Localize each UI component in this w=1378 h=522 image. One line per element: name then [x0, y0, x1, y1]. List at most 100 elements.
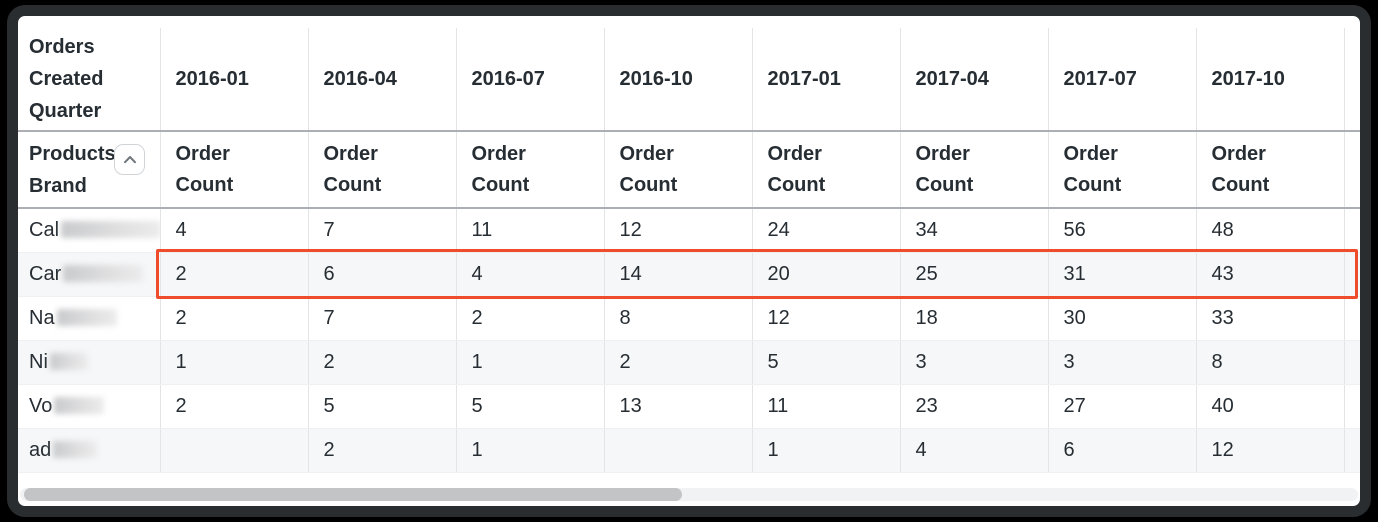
row-label-cell[interactable]: ad	[18, 428, 160, 473]
value-cell[interactable]: 7	[307, 296, 456, 341]
value-cell[interactable]: 2	[159, 252, 308, 297]
value-cell[interactable]: 1	[159, 340, 308, 385]
value-cell[interactable]: 33	[1195, 296, 1344, 341]
row-label-cell[interactable]: Na	[18, 296, 160, 341]
measure-header-label: Order Count	[1211, 142, 1270, 196]
value-cell[interactable]: 31	[1047, 252, 1196, 297]
value-cell[interactable]: 8	[603, 296, 752, 341]
sort-button[interactable]	[114, 144, 145, 175]
horizontal-scrollbar[interactable]	[20, 488, 1358, 501]
column-header-2016-01[interactable]: 2016-01	[159, 28, 308, 132]
value-cell[interactable]: 1	[751, 428, 900, 473]
measure-header[interactable]: Order Count	[159, 131, 308, 209]
measure-header-label: Order Count	[767, 142, 826, 196]
value-cell[interactable]: 2	[307, 428, 456, 473]
value-cell[interactable]: 2	[159, 296, 308, 341]
table-row: ad 2 1 1 4 6 12	[18, 428, 1360, 473]
chevron-up-icon	[123, 155, 137, 164]
value-cell[interactable]: 23	[899, 384, 1048, 429]
value-cell[interactable]: 5	[307, 384, 456, 429]
value-cell[interactable]: 6	[1047, 428, 1196, 473]
measure-header-label: Order Count	[915, 142, 974, 196]
measure-header-label: Order Count	[323, 142, 382, 196]
value-cell[interactable]: 4	[159, 208, 308, 253]
value-cell[interactable]: 1	[455, 340, 604, 385]
value-cell[interactable]: 5	[751, 340, 900, 385]
value-cell[interactable]: 2	[307, 340, 456, 385]
table-row: Ni 1 2 1 2 5 3 3 8	[18, 340, 1360, 385]
value-cell[interactable]: 27	[1047, 384, 1196, 429]
redacted-label-blur	[61, 220, 160, 238]
value-cell-cutoff	[1343, 252, 1360, 297]
measure-header[interactable]: Order Count	[1047, 131, 1196, 209]
value-cell[interactable]: 8	[1195, 340, 1344, 385]
redacted-label-blur	[63, 264, 144, 282]
column-header-2016-04[interactable]: 2016-04	[307, 28, 456, 132]
value-cell[interactable]: 7	[307, 208, 456, 253]
row-label-prefix: Na	[29, 306, 55, 329]
measure-header[interactable]: Order Count	[603, 131, 752, 209]
value-cell-cutoff	[1343, 208, 1360, 253]
row-label-prefix: ad	[29, 438, 52, 461]
measure-header-row: Products Brand Order Count Order Count Orde…	[18, 131, 1360, 209]
measure-header[interactable]: Order Count	[1195, 131, 1344, 209]
value-cell[interactable]: 34	[899, 208, 1048, 253]
row-label-cell[interactable]: Cal	[18, 208, 160, 253]
measure-header[interactable]: Order Count	[455, 131, 604, 209]
value-cell[interactable]: 40	[1195, 384, 1344, 429]
row-label-cell[interactable]: Car	[18, 252, 160, 297]
column-header-2016-07[interactable]: 2016-07	[455, 28, 604, 132]
screenshot-window: Orders Created Quarter 2016-01 2016-04 2016…	[7, 5, 1371, 517]
column-header-2017-10[interactable]: 2017-10	[1195, 28, 1344, 132]
value-cell[interactable]: 14	[603, 252, 752, 297]
value-cell-cutoff	[1343, 340, 1360, 385]
value-cell[interactable]: 11	[455, 208, 604, 253]
value-cell[interactable]: 3	[1047, 340, 1196, 385]
measure-header-label: Order Count	[619, 142, 678, 196]
value-cell[interactable]: 4	[455, 252, 604, 297]
row-dimension-header[interactable]: Orders Created Quarter	[18, 28, 160, 132]
column-header-2017-04[interactable]: 2017-04	[899, 28, 1048, 132]
table-row: Vo 2 5 5 13 11 23 27 40	[18, 384, 1360, 429]
value-cell[interactable]: 11	[751, 384, 900, 429]
measure-header[interactable]: Order Count	[899, 131, 1048, 209]
column-header-cutoff	[1343, 28, 1360, 132]
value-cell[interactable]: 12	[1195, 428, 1344, 473]
value-cell[interactable]: 2	[159, 384, 308, 429]
measure-header[interactable]: Order Count	[307, 131, 456, 209]
value-cell[interactable]	[159, 428, 308, 473]
value-cell[interactable]: 48	[1195, 208, 1344, 253]
column-dimension-header[interactable]: Products Brand	[18, 131, 160, 209]
measure-header-label: Order Count	[1063, 142, 1122, 196]
value-cell[interactable]: 1	[455, 428, 604, 473]
value-cell[interactable]: 2	[603, 340, 752, 385]
value-cell[interactable]: 24	[751, 208, 900, 253]
scrollbar-thumb[interactable]	[24, 488, 682, 501]
row-dimension-label: Orders Created Quarter	[29, 36, 104, 122]
value-cell[interactable]: 12	[751, 296, 900, 341]
redacted-label-blur	[53, 440, 98, 458]
value-cell[interactable]: 5	[455, 384, 604, 429]
value-cell-cutoff	[1343, 384, 1360, 429]
value-cell[interactable]: 4	[899, 428, 1048, 473]
value-cell[interactable]: 18	[899, 296, 1048, 341]
value-cell[interactable]: 13	[603, 384, 752, 429]
column-header-2017-07[interactable]: 2017-07	[1047, 28, 1196, 132]
measure-header[interactable]: Order Count	[751, 131, 900, 209]
measure-header-label: Order Count	[471, 142, 530, 196]
value-cell[interactable]: 20	[751, 252, 900, 297]
row-label-cell[interactable]: Vo	[18, 384, 160, 429]
value-cell[interactable]: 6	[307, 252, 456, 297]
column-header-2017-01[interactable]: 2017-01	[751, 28, 900, 132]
value-cell[interactable]: 25	[899, 252, 1048, 297]
row-label-prefix: Vo	[29, 394, 53, 417]
value-cell[interactable]	[603, 428, 752, 473]
value-cell[interactable]: 43	[1195, 252, 1344, 297]
value-cell[interactable]: 56	[1047, 208, 1196, 253]
value-cell[interactable]: 30	[1047, 296, 1196, 341]
column-header-2016-10[interactable]: 2016-10	[603, 28, 752, 132]
value-cell[interactable]: 2	[455, 296, 604, 341]
row-label-cell[interactable]: Ni	[18, 340, 160, 385]
value-cell[interactable]: 12	[603, 208, 752, 253]
value-cell[interactable]: 3	[899, 340, 1048, 385]
